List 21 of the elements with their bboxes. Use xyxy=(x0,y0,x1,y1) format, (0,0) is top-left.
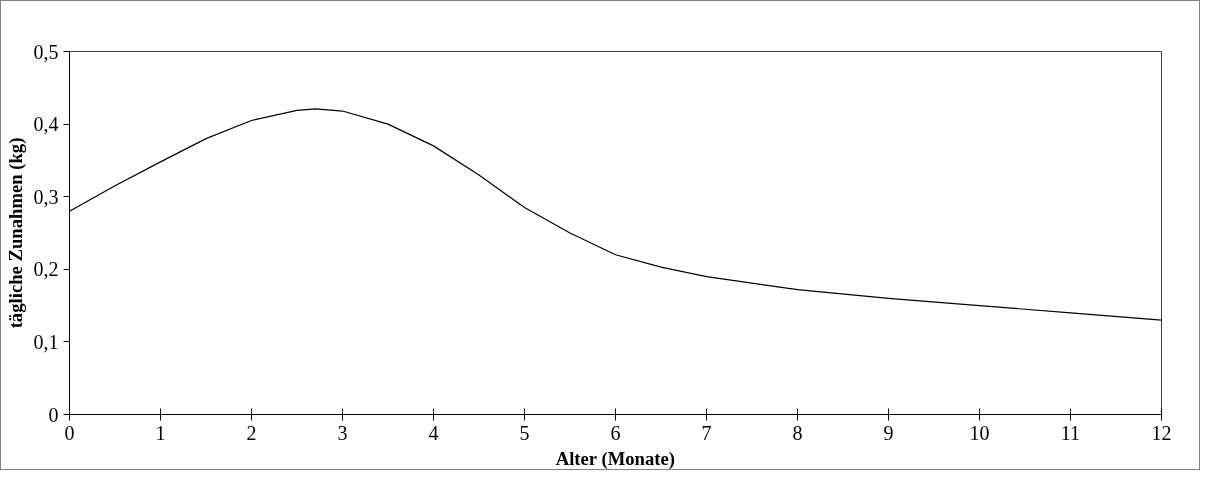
x-tick-label: 2 xyxy=(246,421,257,444)
x-tick-label: 11 xyxy=(1060,421,1081,444)
x-axis-title: Alter (Monate) xyxy=(555,447,675,470)
x-tick-label: 5 xyxy=(519,421,530,444)
y-tick-label: 0,4 xyxy=(33,113,59,136)
x-tick-label: 7 xyxy=(701,421,712,444)
y-axis-title: tägliche Zunahmen (kg) xyxy=(4,137,27,329)
y-tick-label: 0,5 xyxy=(33,40,59,63)
x-tick-label: 9 xyxy=(883,421,894,444)
y-tick-label: 0 xyxy=(48,403,59,426)
x-tick-label: 1 xyxy=(155,421,166,444)
y-tick-label: 0,3 xyxy=(33,185,59,208)
y-tick-label: 0,2 xyxy=(33,258,59,281)
x-tick-label: 4 xyxy=(428,421,439,444)
y-tick-label: 0,1 xyxy=(33,330,59,353)
x-tick-label: 6 xyxy=(610,421,621,444)
x-tick-label: 10 xyxy=(969,421,990,444)
x-tick-label: 8 xyxy=(792,421,803,444)
x-tick-label: 12 xyxy=(1151,421,1172,444)
x-tick-label: 3 xyxy=(337,421,348,444)
x-tick-label: 0 xyxy=(64,421,75,444)
